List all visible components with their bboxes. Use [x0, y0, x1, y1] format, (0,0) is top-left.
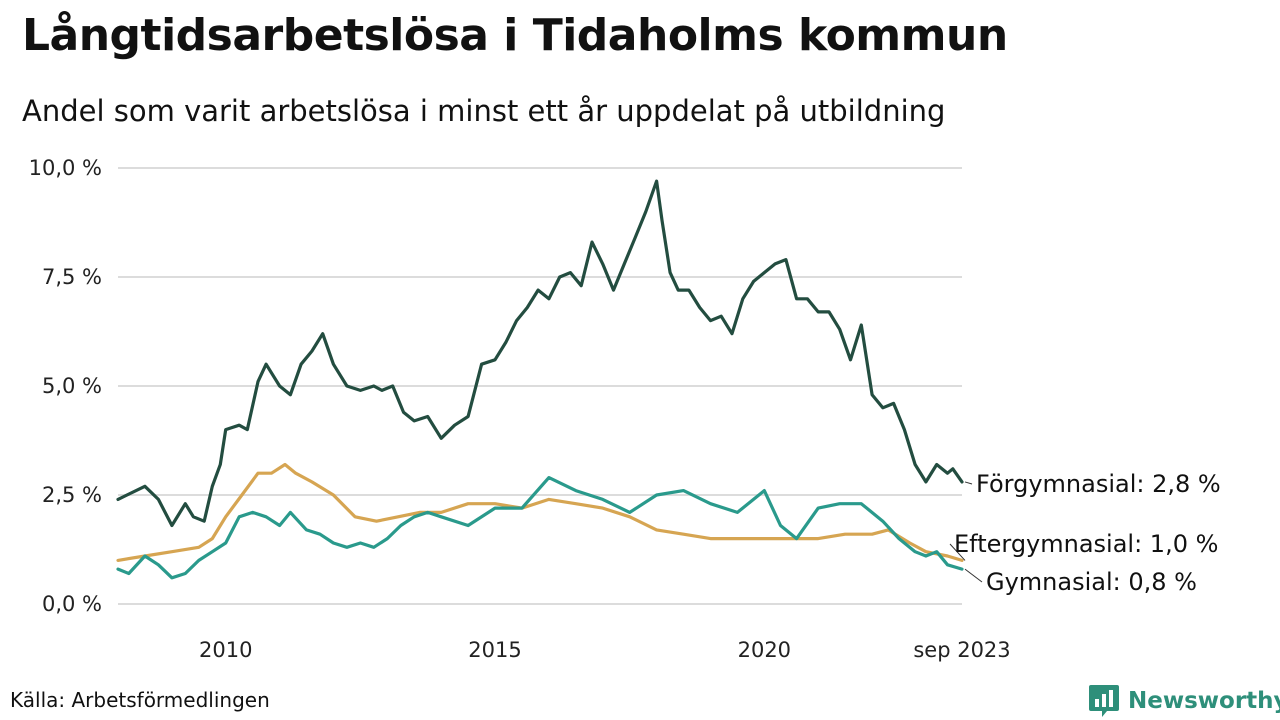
series-line-förgymnasial — [116, 179, 964, 528]
series-lines — [116, 179, 964, 580]
label-connector — [964, 481, 973, 485]
y-tick-label: 0,0 % — [42, 592, 102, 616]
series-line-gymnasial — [116, 476, 964, 580]
end-label-förgymnasial: Förgymnasial: 2,8 % — [976, 470, 1221, 498]
brand-logo: Newsworthy — [1088, 684, 1280, 718]
x-tick-label: 2015 — [468, 638, 521, 662]
chart-subtitle: Andel som varit arbetslösa i minst ett å… — [22, 94, 946, 128]
source-note: Källa: Arbetsförmedlingen — [10, 688, 270, 712]
brand-name: Newsworthy — [1128, 688, 1280, 714]
series-line-eftergymnasial — [116, 462, 964, 563]
x-tick-label: sep 2023 — [913, 638, 1010, 662]
label-connector — [964, 568, 983, 583]
end-labels: Förgymnasial: 2,8 % Eftergymnasial: 1,0 %… — [949, 470, 1221, 596]
y-tick-label: 10,0 % — [29, 156, 102, 180]
x-tick-label: 2020 — [738, 638, 791, 662]
label-connector — [949, 543, 966, 561]
y-tick-label: 2,5 % — [42, 483, 102, 507]
line-chart: 0,0 % 2,5 % 5,0 % 7,5 % 10,0 % 2010 2015 2020 s… — [29, 156, 1221, 662]
y-axis-ticks: 0,0 % 2,5 % 5,0 % 7,5 % 10,0 % — [29, 156, 102, 616]
newsworthy-logo-icon — [1089, 685, 1119, 717]
y-tick-label: 5,0 % — [42, 374, 102, 398]
end-label-eftergymnasial: Eftergymnasial: 1,0 % — [954, 530, 1218, 558]
gridlines — [118, 167, 962, 605]
y-tick-label: 7,5 % — [42, 265, 102, 289]
end-label-gymnasial: Gymnasial: 0,8 % — [986, 568, 1197, 596]
chart-title: Långtidsarbetslösa i Tidaholms kommun — [22, 10, 1008, 61]
x-tick-label: 2010 — [199, 638, 252, 662]
x-axis-ticks: 2010 2015 2020 sep 2023 — [199, 638, 1011, 662]
